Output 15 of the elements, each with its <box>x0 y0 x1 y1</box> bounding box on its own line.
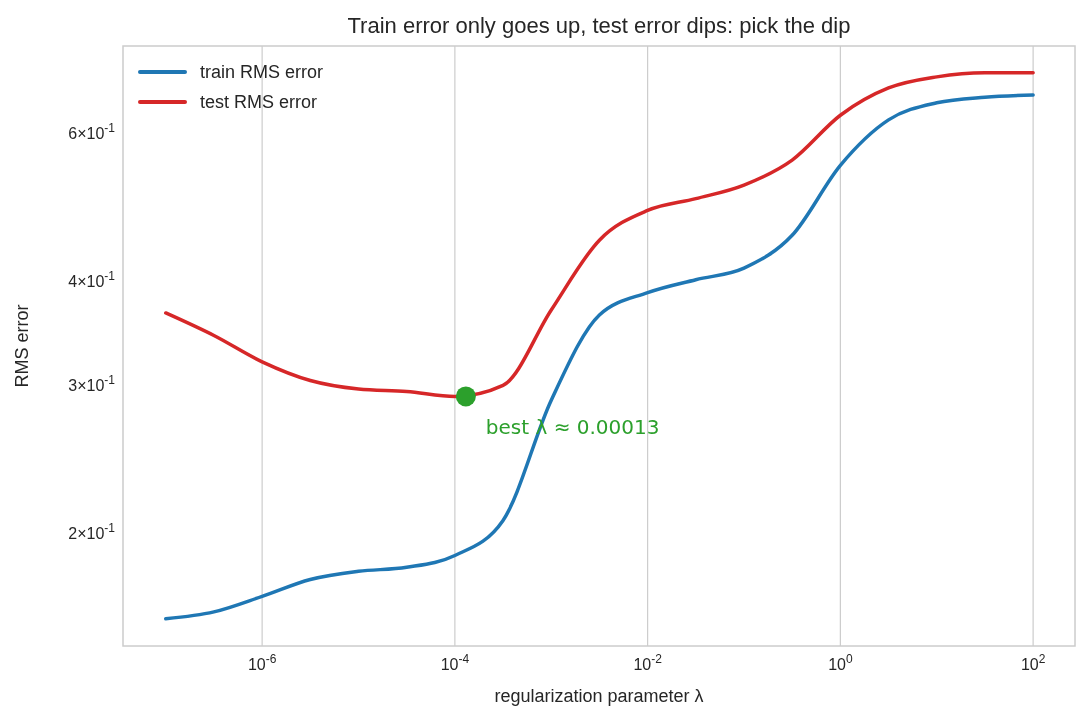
line-series <box>164 93 1035 621</box>
x-tick-label: 10$^{-6}$ <box>247 652 277 673</box>
x-tick-label: 10$^{-4}$ <box>440 652 470 673</box>
x-tick-label: 10$^{-2}$ <box>633 652 663 673</box>
y-tick-label: 6×10$^{-1}$ <box>68 121 116 143</box>
y-tick-label: 2×10$^{-1}$ <box>68 520 116 542</box>
x-axis-title: regularization parameter λ <box>494 686 704 706</box>
x-tick-label: 10$^{2}$ <box>1020 652 1046 673</box>
y-axis-title: RMS error <box>12 304 32 388</box>
y-tick-label: 3×10$^{-1}$ <box>68 373 116 395</box>
y-tick-label: 4×10$^{-1}$ <box>68 268 116 290</box>
x-tick-label: 10$^{0}$ <box>828 652 853 673</box>
chart-title: Train error only goes up, test error dips: pick the dip <box>347 13 851 38</box>
legend-label: train RMS error <box>200 62 324 82</box>
legend-label: test RMS error <box>200 92 318 112</box>
